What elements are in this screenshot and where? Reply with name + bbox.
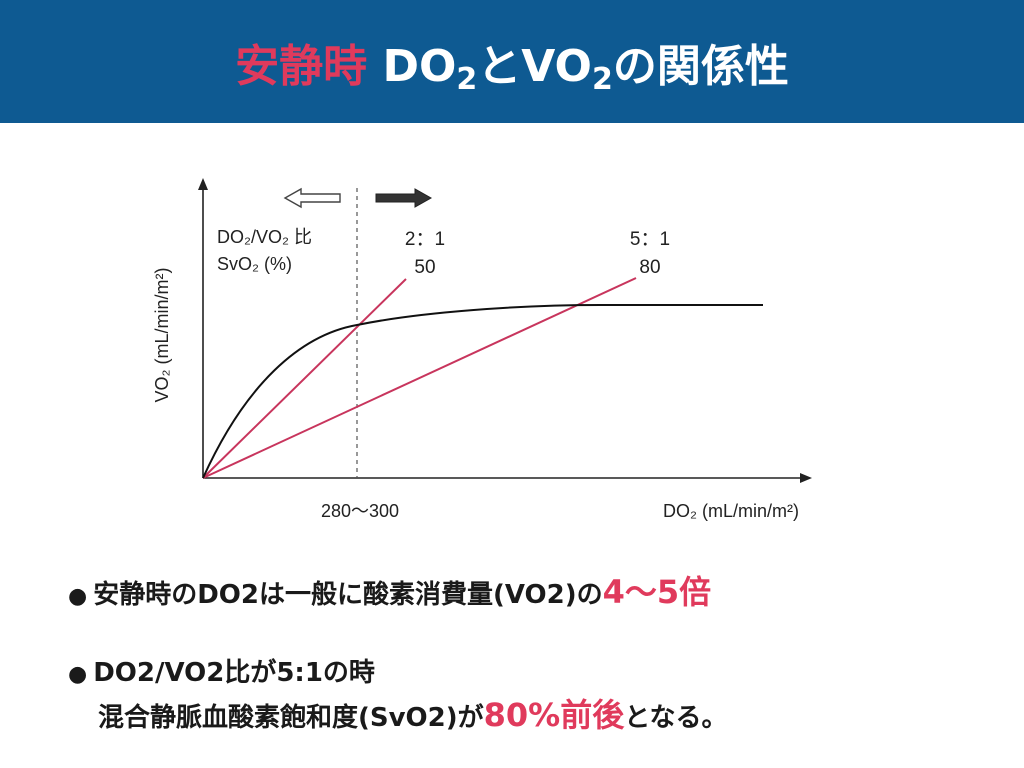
ratio-label-2-1: 2：1	[405, 229, 445, 250]
bullet-2-emphasis: 80%前後	[483, 696, 625, 734]
threshold-label: 280〜300	[321, 501, 399, 521]
title-tail: の関係性	[612, 40, 789, 92]
bullet-1-text: 安静時のDO2は一般に酸素消費量(VO2)の	[93, 580, 603, 610]
title-do-sub: 2	[456, 61, 478, 97]
y-axis-label: VO₂ (mL/min/m²)	[152, 268, 172, 403]
title-vo: VO	[521, 40, 592, 92]
bullet-marker-2: ●	[68, 662, 88, 687]
title-to: と	[477, 40, 522, 92]
x-axis-label: DO₂ (mL/min/m²)	[663, 501, 799, 521]
bullet-2-line-1-text: DO2/VO2比が5:1の時	[93, 658, 375, 688]
right-arrow	[375, 188, 433, 208]
title-do: DO	[382, 40, 457, 92]
bullet-list: ● 安静時のDO2は一般に酸素消費量(VO2)の4〜5倍 ● DO2/VO2比が5:…	[68, 570, 1008, 738]
page-title: 安静時 DO2とVO2の関係性	[235, 30, 789, 97]
bullet-2-line-1: ● DO2/VO2比が5:1の時	[68, 653, 1008, 695]
legend-svo2-label: SvO₂ (%)	[217, 254, 292, 274]
bullet-item-1: ● 安静時のDO2は一般に酸素消費量(VO2)の4〜5倍	[68, 570, 1008, 619]
bullet-2-line-2: 混合静脈血酸素飽和度(SvO2)が80%前後となる。	[68, 695, 1008, 738]
svo2-label-80: 80	[639, 257, 660, 278]
bullet-item-2: ● DO2/VO2比が5:1の時 混合静脈血酸素飽和度(SvO2)が80%前後とな…	[68, 653, 1008, 738]
bullet-2-line-2-tail: となる。	[624, 703, 728, 733]
bullet-2-line-2-text: 混合静脈血酸素飽和度(SvO2)が	[98, 703, 484, 733]
title-vo-sub: 2	[591, 61, 613, 97]
svo2-label-50: 50	[414, 257, 435, 278]
y-axis-arrow	[198, 178, 208, 190]
bullet-marker-1: ●	[68, 584, 88, 609]
title-highlight: 安静時	[235, 40, 368, 92]
do2-vo2-diagram: DO₂/VO₂ 比 SvO₂ (%) 2：1 50 5：1 80 280〜300…	[0, 140, 1024, 540]
x-axis-arrow	[800, 473, 812, 483]
bullet-1-emphasis: 4〜5倍	[602, 573, 712, 611]
legend-ratio-label: DO₂/VO₂ 比	[217, 227, 312, 247]
diagram-svg: DO₂/VO₂ 比 SvO₂ (%) 2：1 50 5：1 80 280〜300…	[152, 178, 812, 521]
vo2-curve	[202, 304, 763, 479]
ratio-line-2-1	[202, 278, 407, 479]
ratio-line-5-1	[202, 277, 637, 479]
title-bar: 安静時 DO2とVO2の関係性	[0, 0, 1024, 123]
ratio-label-5-1: 5：1	[630, 229, 670, 250]
left-arrow	[283, 187, 341, 209]
